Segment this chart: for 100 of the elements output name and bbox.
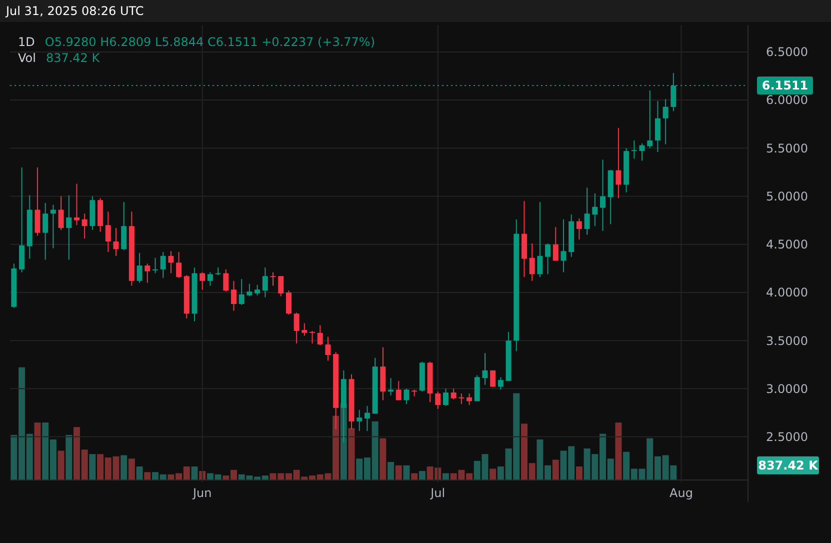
candlestick bbox=[592, 192, 598, 227]
bar bbox=[388, 462, 394, 480]
candlestick bbox=[600, 159, 606, 232]
candlestick bbox=[662, 98, 668, 145]
candlestick bbox=[529, 242, 535, 282]
bar bbox=[128, 458, 135, 480]
candlestick bbox=[325, 336, 331, 362]
candlestick bbox=[144, 263, 150, 284]
candlestick bbox=[168, 250, 174, 274]
candlestick bbox=[34, 166, 40, 236]
bar bbox=[615, 422, 622, 480]
candlestick bbox=[200, 272, 206, 290]
candlestick bbox=[223, 268, 229, 292]
x-tick-label: Aug bbox=[670, 486, 693, 500]
candlestick bbox=[136, 252, 142, 284]
candlestick bbox=[105, 211, 111, 253]
candlestick bbox=[552, 226, 558, 262]
candlestick bbox=[113, 228, 119, 256]
candlestick bbox=[278, 276, 284, 297]
chart-title: Vol bbox=[18, 51, 36, 65]
candlestick bbox=[74, 183, 80, 226]
bar bbox=[380, 438, 386, 480]
candlestick bbox=[482, 352, 488, 386]
y-tick-label: 3.5000 bbox=[766, 334, 808, 348]
y-tick-label: 3.0000 bbox=[766, 382, 808, 396]
candlestick bbox=[302, 322, 308, 336]
bar bbox=[411, 473, 418, 480]
candlestick bbox=[160, 252, 166, 279]
bar bbox=[403, 465, 410, 480]
text: 837.42 K bbox=[758, 458, 819, 473]
candlestick bbox=[66, 194, 72, 260]
candlestick bbox=[498, 376, 504, 390]
candlestick bbox=[388, 378, 394, 396]
candlestick bbox=[58, 196, 64, 230]
bar bbox=[144, 472, 151, 480]
candlestick bbox=[207, 272, 213, 286]
candlestick bbox=[356, 409, 362, 432]
candlestick bbox=[631, 140, 637, 160]
text: 1D bbox=[18, 35, 35, 49]
y-tick-label: 2.5000 bbox=[766, 430, 808, 444]
candlestick bbox=[435, 391, 441, 410]
candlestick bbox=[254, 284, 260, 296]
candlestick bbox=[537, 202, 543, 278]
text: Jul 31, 2025 08:26 UTC bbox=[5, 4, 144, 18]
y-tick-label: 5.0000 bbox=[766, 189, 808, 204]
bar bbox=[58, 450, 64, 480]
candlestick bbox=[647, 90, 653, 149]
candlestick bbox=[654, 100, 660, 152]
bar bbox=[34, 422, 41, 480]
candlestick bbox=[286, 290, 292, 316]
y-tick-label: 5.5000 bbox=[766, 141, 808, 156]
candlestick bbox=[639, 142, 645, 162]
candlestick bbox=[42, 202, 48, 260]
candlestick bbox=[584, 187, 590, 236]
candlestick bbox=[396, 380, 402, 401]
candlestick bbox=[294, 312, 300, 344]
chart-subtitle: 837.42 K bbox=[46, 51, 101, 65]
bar bbox=[120, 455, 128, 480]
candlestick bbox=[176, 252, 182, 279]
candlestick bbox=[317, 324, 323, 346]
candlestick bbox=[560, 218, 566, 273]
candlestick bbox=[576, 218, 582, 240]
bar bbox=[552, 460, 559, 480]
bar bbox=[136, 466, 143, 480]
candlestick bbox=[450, 388, 456, 400]
bar bbox=[348, 428, 355, 480]
candlestick bbox=[310, 330, 316, 344]
bar bbox=[418, 470, 426, 480]
candlestick bbox=[404, 388, 410, 405]
candlestick bbox=[616, 127, 622, 199]
y-tick-label: 6.5000 bbox=[766, 45, 808, 60]
candlestick bbox=[364, 405, 370, 432]
candlestick bbox=[545, 242, 551, 275]
bar bbox=[442, 473, 449, 480]
candlestick bbox=[262, 266, 268, 298]
bar bbox=[66, 434, 72, 480]
candlestick bbox=[466, 392, 472, 406]
candlestick bbox=[442, 388, 448, 406]
x-tick-label: Jul bbox=[430, 486, 446, 500]
y-tick-label: 4.0000 bbox=[766, 286, 808, 300]
candlestick bbox=[490, 370, 496, 388]
candlestick bbox=[152, 257, 158, 274]
bar bbox=[395, 465, 402, 480]
candlestick bbox=[246, 283, 252, 297]
candlestick bbox=[238, 278, 244, 306]
candlestick bbox=[458, 392, 464, 405]
candlestick bbox=[270, 272, 276, 286]
text: O5.9280 H6.2809 L5.8844 C6.1511 +0.2237 (+3.77%) bbox=[44, 35, 376, 49]
bar bbox=[490, 468, 496, 480]
y-tick-label: 4.5000 bbox=[766, 238, 808, 252]
x-tick-label: Jun bbox=[192, 486, 212, 500]
y-tick-label: 6.0000 bbox=[766, 93, 808, 108]
candlestick bbox=[82, 213, 88, 240]
candlestick bbox=[121, 202, 127, 251]
candlestick bbox=[50, 204, 56, 249]
candlestick bbox=[231, 280, 237, 312]
ref-line-label: 6.1511 bbox=[762, 78, 808, 93]
bar bbox=[576, 466, 582, 480]
bar bbox=[89, 454, 96, 480]
bar bbox=[191, 466, 198, 480]
